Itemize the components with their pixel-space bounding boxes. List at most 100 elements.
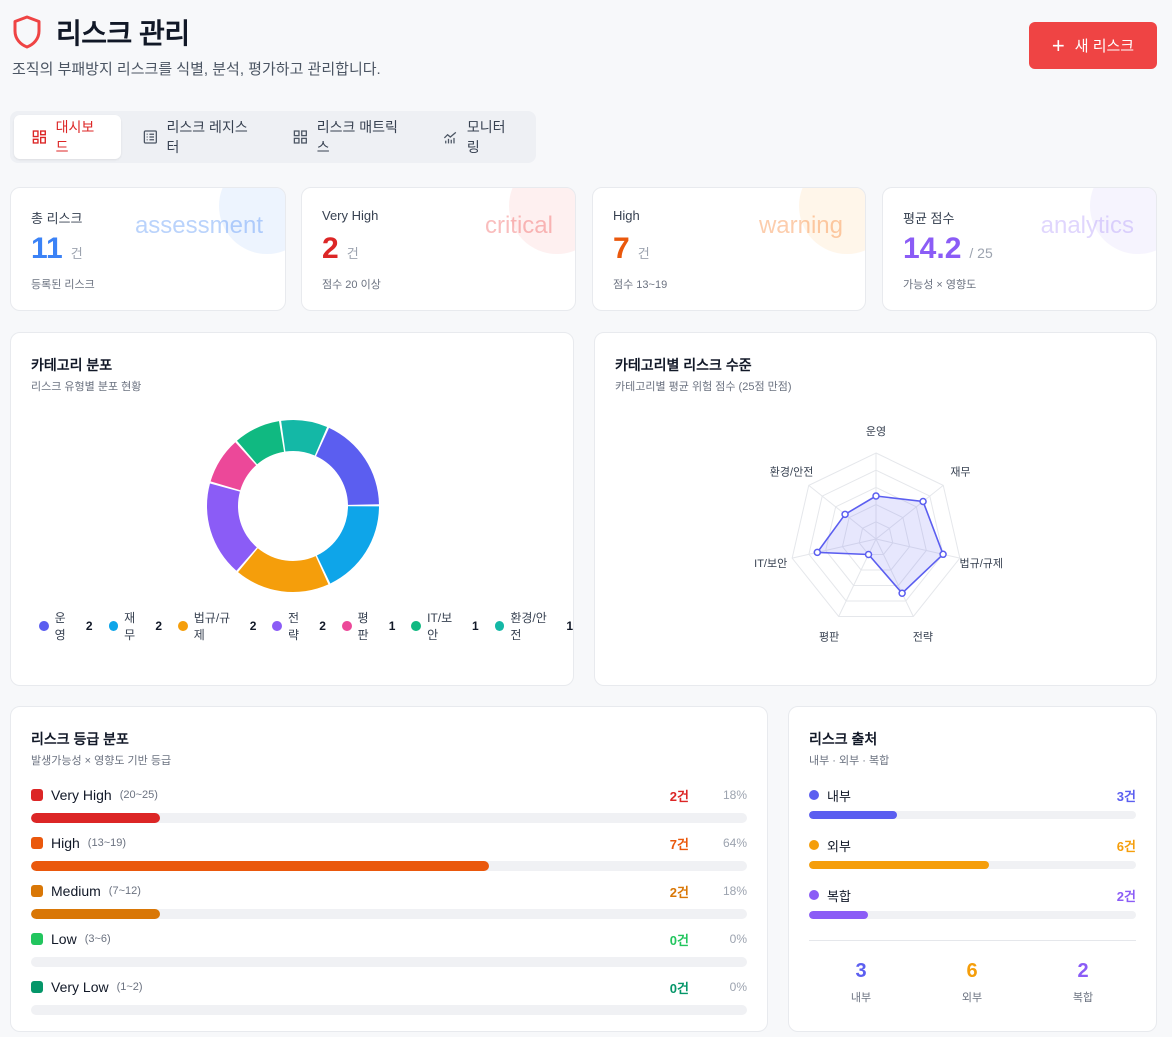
tab-label: 리스크 매트릭스: [316, 119, 398, 155]
grade-name: Medium: [51, 883, 101, 899]
grade-bar-track: [31, 861, 747, 871]
grade-range: (3~6): [84, 933, 111, 945]
stat-unit: 건: [637, 246, 650, 261]
stat-number: 11: [31, 232, 63, 265]
donut-slice-4[interactable]: [210, 442, 257, 491]
grade-bar-track: [31, 909, 747, 919]
source-bar-track: [809, 811, 1136, 819]
source-summary-number: 6: [966, 960, 978, 982]
radar-point[interactable]: [813, 548, 822, 557]
radar-axis-label: 재무: [950, 466, 970, 479]
stat-number: 2: [322, 232, 339, 265]
grid-icon: [293, 130, 307, 144]
legend-label: 법규/규제: [193, 611, 231, 642]
radar-point[interactable]: [872, 492, 880, 500]
radar-point[interactable]: [864, 550, 873, 559]
radar-grid-ring: [841, 504, 911, 571]
source-count: 2건: [1116, 888, 1136, 904]
stat-note: 점수 20 이상: [322, 279, 381, 291]
stat-unit: 건: [346, 246, 359, 261]
grade-row: Low (3~6) 0건 0%: [31, 929, 747, 969]
legend-item: 운영 2: [39, 609, 93, 643]
stat-card-high: warning High 7 건 점수 13~19: [592, 187, 866, 311]
warning-watermark: warning: [758, 212, 843, 239]
radar-point[interactable]: [939, 550, 947, 559]
grade-row: Very High (20~25) 2건 18%: [31, 785, 747, 825]
radar-axis-label: 운영: [866, 425, 886, 438]
grade-bar-track: [31, 813, 747, 823]
legend-count: 2: [155, 619, 163, 633]
radar-point[interactable]: [898, 589, 906, 597]
donut-legend: 운영 2 재무 2 법규/규제 2 전략 2 평판 1 IT/보안 1 환경/안전 1: [39, 609, 573, 643]
stat-number: 14.2: [903, 232, 962, 265]
tab-label: 리스크 레지스터: [166, 119, 248, 155]
card-subtitle: 내부 · 외부 · 복합: [809, 755, 890, 767]
tab-dashboard[interactable]: 대시보드: [14, 115, 121, 159]
card-title: 리스크 출처: [809, 731, 878, 747]
tab-bar: 대시보드 리스크 레지스터 리스크 매트릭스 모니터링: [10, 111, 536, 163]
radar-grid-ring: [808, 469, 944, 602]
radar-axis-label: 전략: [913, 630, 933, 643]
donut-slice-5[interactable]: [236, 421, 285, 465]
stat-value: 11 건: [31, 232, 83, 266]
source-name: 외부: [827, 838, 851, 854]
analytics-watermark: analytics: [1040, 212, 1134, 239]
stat-label: High: [613, 208, 640, 223]
source-summary-label: 내부: [850, 992, 872, 1004]
tab-label: 대시보드: [55, 119, 95, 155]
grade-range: (13~19): [87, 837, 127, 849]
source-bar-fill: [809, 861, 989, 869]
radar-axis-label: 법규/규제: [960, 557, 1004, 570]
legend-label: 평판: [357, 611, 369, 642]
radar-axis-label: 환경/안전: [770, 466, 814, 479]
page-title: 리스크 관리: [56, 18, 190, 49]
stat-label: 총 리스크: [31, 211, 83, 226]
stat-value: 7 건: [613, 232, 650, 266]
source-summary-label: 외부: [961, 992, 983, 1004]
stat-note: 등록된 리스크: [31, 279, 95, 291]
stat-label: Very High: [322, 208, 379, 223]
legend-dot: [108, 621, 119, 631]
tab-risk-register[interactable]: 리스크 레지스터: [125, 115, 271, 159]
legend-count: 1: [566, 619, 574, 633]
radar-point[interactable]: [919, 497, 927, 506]
plus-icon: +: [1051, 32, 1065, 58]
risk-source-card: 리스크 출처 내부 · 외부 · 복합 내부 3건 외부 6건 복합 2건: [788, 706, 1157, 1032]
source-summary-item: 6 외부: [922, 960, 1022, 1005]
category-risk-level-card: 카테고리별 리스크 수준 카테고리별 평균 위험 점수 (25점 만점) 운영 재…: [594, 332, 1157, 686]
donut-slice-1[interactable]: [316, 506, 379, 584]
source-dot: [809, 840, 819, 850]
source-row: 복합 2건: [809, 885, 1136, 925]
new-risk-button[interactable]: + 새 리스크: [1029, 22, 1157, 69]
shield-icon: [13, 15, 41, 49]
radar-axis-line: [875, 484, 944, 540]
assessment-watermark: assessment: [134, 212, 263, 239]
stat-card-total: assessment 총 리스크 11 건 등록된 리스크: [10, 187, 286, 311]
stat-unit: 건: [70, 246, 83, 261]
source-name: 복합: [827, 888, 851, 904]
source-dot: [809, 790, 819, 800]
grade-color-square: [31, 837, 43, 849]
legend-count: 2: [319, 619, 326, 633]
stat-card-very-high: critical Very High 2 건 점수 20 이상: [301, 187, 576, 311]
divider: [809, 940, 1136, 941]
legend-label: IT/보안: [427, 611, 453, 642]
tab-risk-matrix[interactable]: 리스크 매트릭스: [275, 115, 421, 159]
source-count: 3건: [1116, 788, 1136, 804]
donut-slice-3[interactable]: [206, 483, 257, 571]
donut-slice-2[interactable]: [238, 548, 329, 592]
tab-monitoring[interactable]: 모니터링: [425, 115, 532, 159]
legend-item: IT/보안 1: [411, 609, 479, 643]
grade-percent: 18%: [722, 788, 747, 802]
radar-axis-label: 평판: [819, 630, 839, 643]
grade-percent: 0%: [729, 980, 747, 994]
chart-icon: [444, 131, 457, 144]
donut-slice-0[interactable]: [316, 427, 379, 505]
source-bar-track: [809, 861, 1136, 869]
radar-point[interactable]: [841, 510, 849, 519]
donut-chart: [206, 420, 379, 592]
donut-slice-6[interactable]: [281, 420, 328, 456]
list-icon: [143, 130, 157, 144]
page-subtitle: 조직의 부패방지 리스크를 식별, 분석, 평가하고 관리합니다.: [12, 61, 381, 78]
